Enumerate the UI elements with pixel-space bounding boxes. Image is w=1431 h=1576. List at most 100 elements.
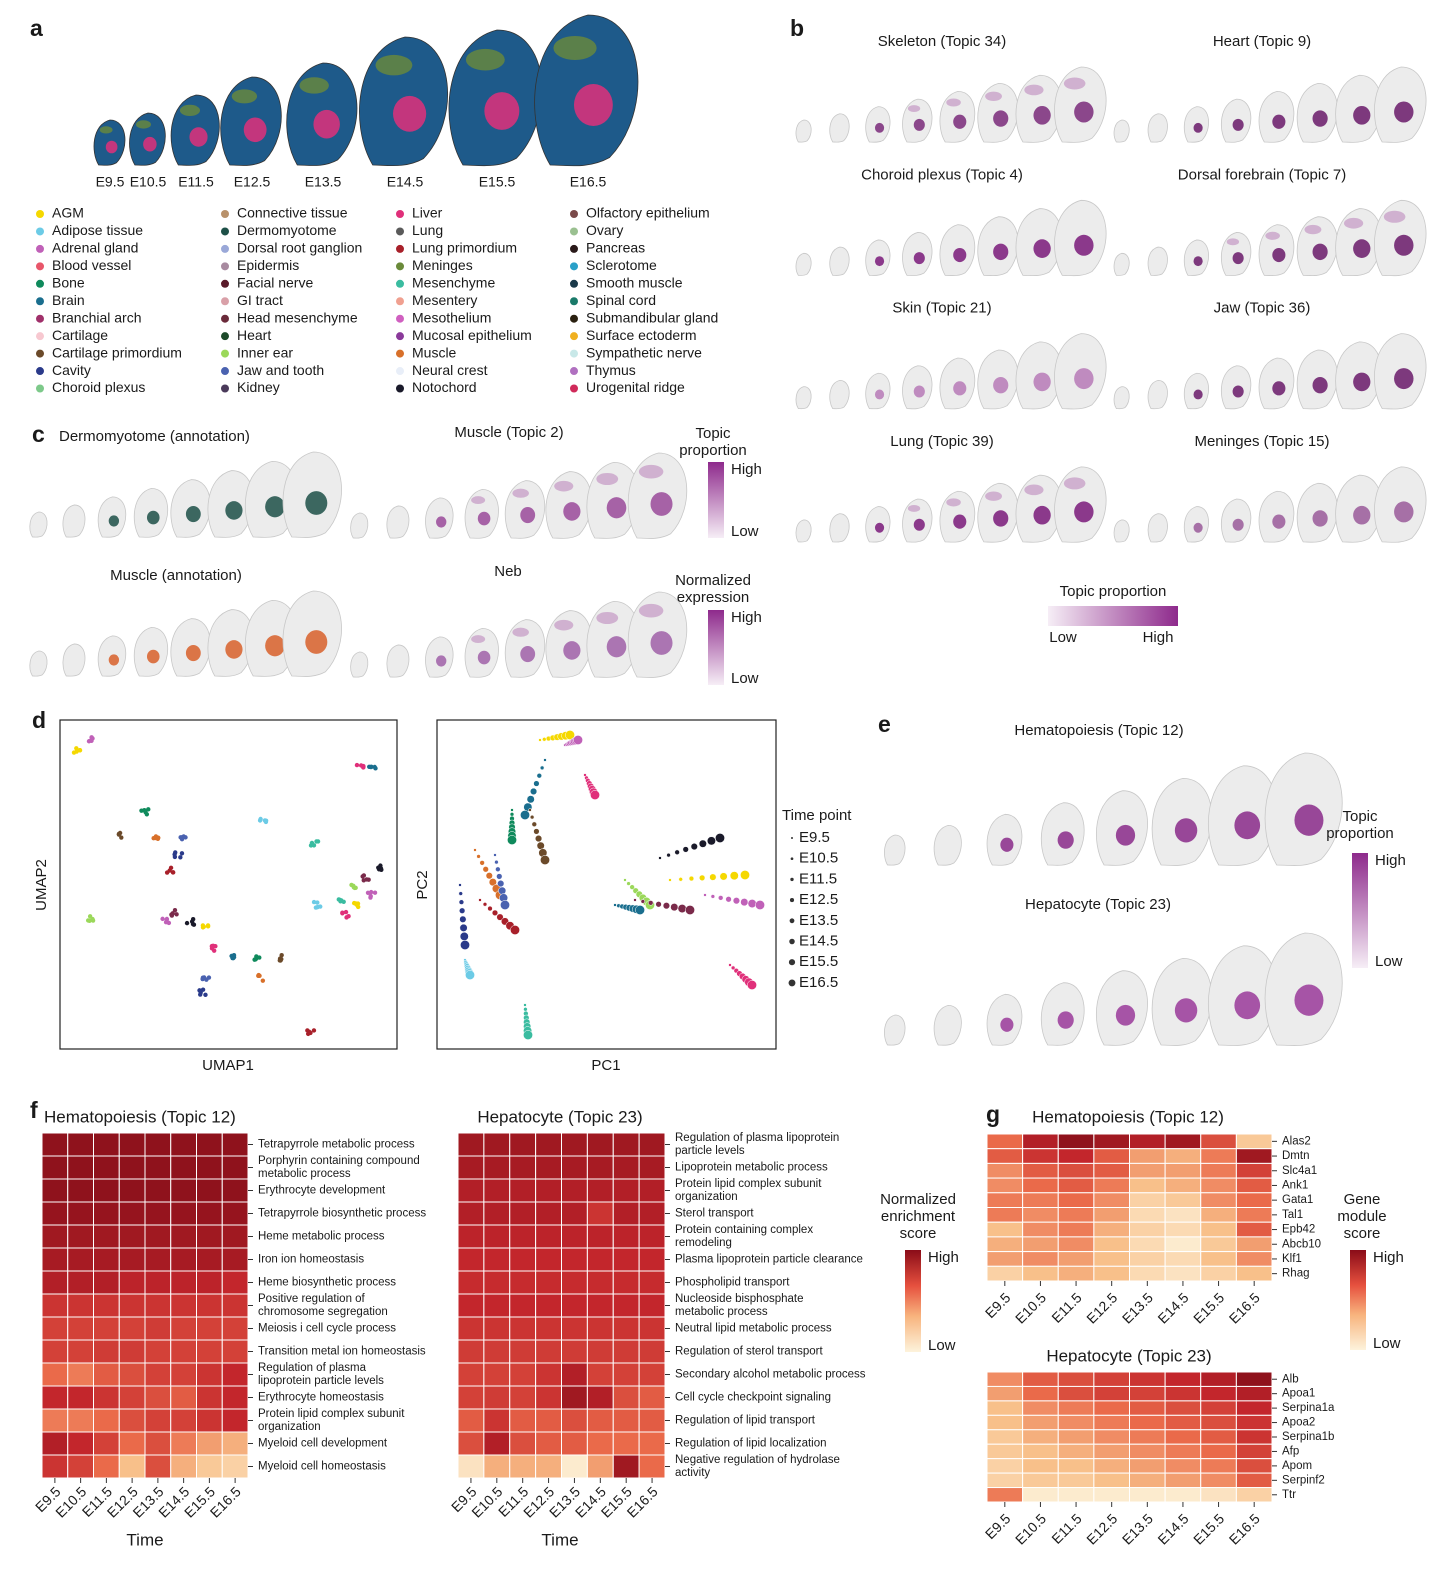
legend-label: Cavity: [52, 362, 91, 378]
legend-swatch: [788, 979, 796, 987]
heatmap-cell: [1057, 1429, 1095, 1445]
heatmap-cell: [221, 1132, 249, 1157]
row-label: Positive regulation of: [258, 1293, 366, 1305]
scatter-point: [354, 762, 360, 768]
heatmap-cell: [509, 1247, 537, 1272]
legend-swatch: [36, 332, 44, 341]
scatter-point: [496, 873, 503, 880]
heatmap-cell: [93, 1155, 120, 1180]
heatmap-cell: [457, 1293, 485, 1318]
heatmap-cell: [586, 1454, 614, 1479]
heatmap-cell: [638, 1270, 666, 1295]
heatmap-cell: [1235, 1133, 1273, 1150]
scatter-point: [698, 839, 707, 848]
heatmap-cell: [612, 1155, 640, 1180]
heatmap-cell: [612, 1339, 640, 1364]
scatter-point: [153, 835, 159, 841]
heatmap-cell: [118, 1155, 146, 1180]
scatter-point: [510, 808, 514, 812]
heatmap-cell: [483, 1247, 511, 1272]
embryo-region: [1312, 110, 1328, 127]
embryo-section: [977, 482, 1019, 543]
heatmap-cell: [41, 1454, 69, 1479]
heatmap-cell: [535, 1362, 562, 1387]
embryo-region: [512, 488, 529, 498]
heatmap-cell: [986, 1371, 1024, 1387]
heatmap-cell: [1164, 1487, 1202, 1503]
embryo-outline: [829, 113, 850, 143]
heatmap-cell: [144, 1132, 172, 1157]
heatmap-cell: [1022, 1265, 1059, 1282]
heatmap-cell: [1164, 1385, 1202, 1402]
legend-label: E10.5: [799, 850, 838, 867]
row-label: Regulation of lipid transport: [675, 1415, 816, 1427]
scatter-point: [465, 970, 475, 980]
embryo-section: [282, 451, 342, 538]
legend-swatch: [221, 332, 229, 341]
heatmap-cell: [612, 1362, 640, 1387]
scatter-point: [142, 807, 147, 813]
row-label: Neutral lipid metabolic process: [675, 1323, 832, 1335]
heatmap-cell: [561, 1408, 588, 1433]
colorbar-low: Low: [1375, 953, 1403, 970]
heatmap-cell: [1129, 1487, 1166, 1503]
heatmap-cell: [93, 1362, 120, 1387]
heatmap-cell: [1022, 1443, 1059, 1460]
heatmap-cell: [586, 1362, 614, 1387]
axis-title: PC2: [414, 870, 431, 899]
row-label: organization: [675, 1191, 738, 1203]
scatter-point: [540, 855, 550, 865]
heatmap-cell: [67, 1155, 94, 1180]
embryo-region: [146, 510, 160, 525]
heatmap-cell: [509, 1178, 537, 1203]
heatmap-cell: [612, 1293, 640, 1318]
legend-swatch: [570, 227, 578, 236]
heatmap-cell: [1129, 1429, 1166, 1445]
heatmap-cell: [457, 1339, 485, 1364]
heatmap-cell: [196, 1247, 223, 1272]
heatmap-cell: [67, 1224, 94, 1249]
heatmap-cell: [986, 1251, 1024, 1267]
legend-swatch: [221, 279, 229, 288]
scatter-point: [674, 849, 680, 855]
embryo-region: [1312, 243, 1328, 261]
heatmap-cell: [1057, 1400, 1095, 1416]
embryo-outline: [62, 504, 86, 538]
embryo-outline: [62, 643, 86, 677]
row-label: Apoa2: [1282, 1417, 1315, 1429]
scatter-point: [493, 853, 497, 857]
heatmap-cell: [457, 1224, 485, 1249]
map-title: Muscle (annotation): [110, 567, 242, 584]
row-label: Myeloid cell development: [258, 1438, 388, 1450]
legend-swatch: [221, 349, 229, 358]
heatmap-cell: [1200, 1371, 1237, 1387]
colorbar-title: enrichment: [881, 1208, 956, 1225]
heatmap-cell: [509, 1155, 537, 1180]
embryo-outline: [29, 650, 48, 677]
embryo-outline: [1113, 119, 1130, 143]
legend-label: E11.5: [799, 870, 837, 887]
scatter-point: [678, 877, 683, 882]
scatter-point: [648, 900, 654, 906]
legend-label: Brain: [52, 292, 85, 308]
legend-swatch: [36, 384, 44, 393]
scatter-point: [458, 891, 463, 896]
legend-swatch: [789, 938, 795, 945]
row-label: Secondary alcohol metabolic process: [675, 1369, 866, 1381]
heatmap-cell: [170, 1270, 197, 1295]
embryo-section: [586, 461, 640, 539]
heatmap-title: Hepatocyte (Topic 23): [477, 1107, 642, 1126]
scatter-point: [666, 852, 671, 858]
scatter-point: [257, 955, 262, 960]
heatmap-cell: [1200, 1251, 1237, 1267]
embryo-region: [1024, 484, 1044, 496]
scatter-point: [633, 898, 637, 902]
heatmap-cell: [1093, 1251, 1130, 1267]
legend-swatch: [396, 227, 404, 236]
heatmap-cell: [986, 1472, 1024, 1489]
embryo-region: [1226, 238, 1240, 246]
heatmap-cell: [93, 1454, 120, 1479]
heatmap-cell: [144, 1224, 172, 1249]
heatmap-cell: [1022, 1133, 1059, 1150]
embryo-region: [1232, 118, 1244, 131]
